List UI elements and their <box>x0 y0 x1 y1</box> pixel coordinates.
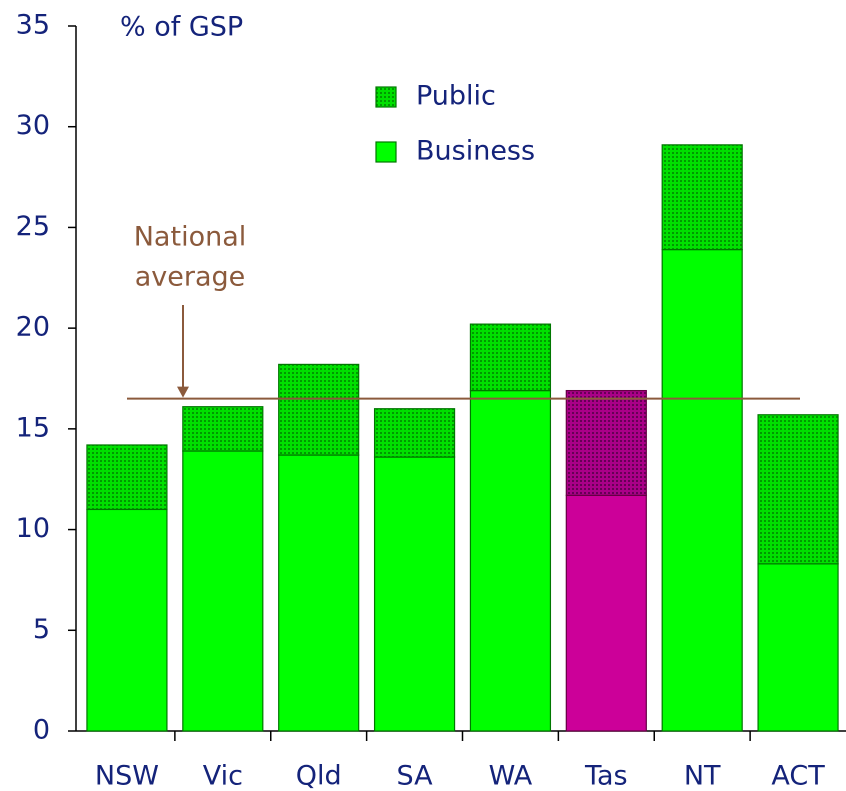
y-axis-label: % of GSP <box>120 12 243 43</box>
annotation: average <box>135 262 246 293</box>
bar-segment <box>373 408 456 458</box>
bar-segment <box>278 454 360 732</box>
y-tick-label: 5 <box>33 614 50 645</box>
bar-segment <box>469 323 552 392</box>
x-tick-label: ACT <box>771 761 825 791</box>
x-tick-label: NSW <box>95 761 159 791</box>
y-tick-label: 20 <box>16 312 50 343</box>
bar-segment <box>278 363 360 456</box>
bar-segment <box>86 444 168 511</box>
bar-segment <box>757 563 839 732</box>
bar-segment <box>565 389 647 496</box>
arrow-head <box>177 386 189 398</box>
legend-label: Business <box>416 136 535 167</box>
y-tick-label: 0 <box>33 715 50 746</box>
x-tick-label: Tas <box>584 761 628 791</box>
bar-segment <box>661 144 743 251</box>
y-tick-label: 35 <box>16 10 50 41</box>
legend-label: Public <box>416 81 496 112</box>
x-tick-label: WA <box>489 761 533 791</box>
bar-segment <box>565 494 647 732</box>
x-tick-label: Qld <box>296 761 342 791</box>
x-tick-label: Vic <box>203 761 243 791</box>
x-tick-label: SA <box>397 761 434 791</box>
y-tick-label: 25 <box>16 211 50 242</box>
x-tick-label: NT <box>684 761 721 791</box>
y-tick-label: 15 <box>16 412 50 443</box>
bar-segment <box>661 248 743 732</box>
legend-swatch <box>375 141 397 163</box>
legend-swatch <box>375 86 397 108</box>
y-tick-label: 10 <box>16 513 50 544</box>
bar-segment <box>757 414 839 565</box>
y-tick-label: 30 <box>16 110 50 141</box>
bar-segment <box>469 389 552 732</box>
bar-segment <box>182 450 264 732</box>
bar-segment <box>86 508 168 732</box>
bar-segment <box>182 406 264 452</box>
annotation: National <box>134 222 247 253</box>
bar-segment <box>373 456 456 732</box>
